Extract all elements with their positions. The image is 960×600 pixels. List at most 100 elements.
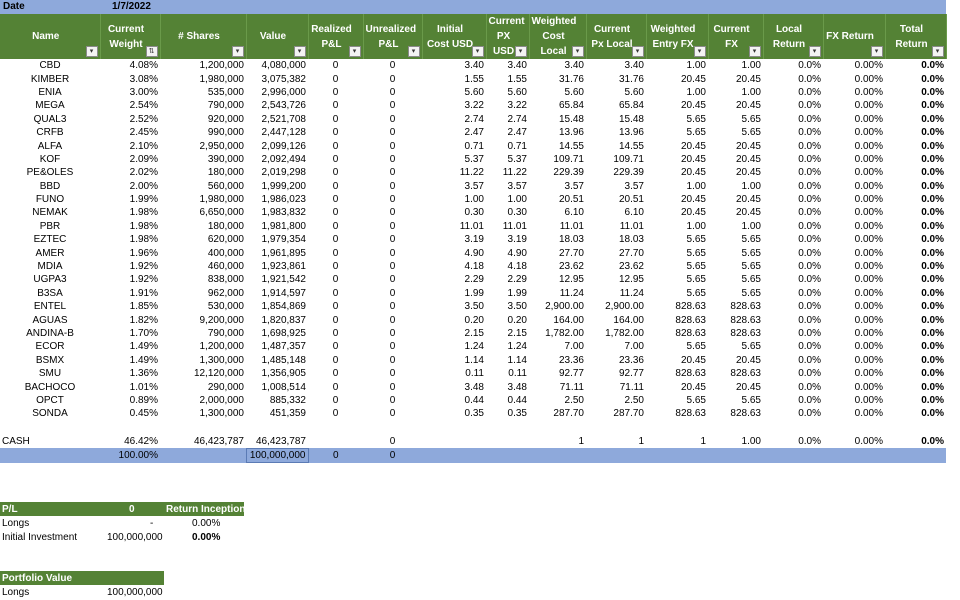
column-header-realized-pl[interactable]: Realized P&L ▾ [308, 14, 364, 59]
cell-shares[interactable]: 790,000 [207, 328, 244, 339]
cell-current-fx[interactable]: 828.63 [730, 314, 761, 326]
cell-shares[interactable]: 790,000 [207, 100, 244, 112]
cell-initial-cost-usd[interactable]: 2.15 [464, 328, 484, 339]
cell-current-px-local[interactable]: 7.00 [624, 341, 644, 353]
cell-weighted-entry-fx[interactable]: 20.45 [680, 100, 706, 112]
cell-local-return[interactable]: 0.0% [798, 381, 821, 393]
cell-fx-return[interactable]: 0.00% [854, 381, 883, 393]
cell-current-px-local[interactable]: 15.48 [618, 113, 644, 125]
cell-value[interactable]: 1,986,023 [261, 194, 307, 206]
cell-shares[interactable]: 1,300,000 [199, 354, 245, 366]
cell-current-px-usd[interactable]: 0.30 [507, 207, 527, 219]
cell-current-weight[interactable]: 1.98% [129, 220, 158, 232]
cell-name[interactable]: CBD [39, 60, 61, 72]
cell-current-fx[interactable]: 5.65 [741, 127, 761, 139]
initial-investment-value[interactable]: 100,000,000 [107, 532, 163, 543]
cell-weighted-cost-local[interactable]: 6.10 [564, 207, 584, 219]
cell-weighted-cost-local[interactable]: 7.00 [564, 341, 584, 353]
cell-current-fx[interactable]: 828.63 [730, 301, 761, 313]
cell-unrealized-pl[interactable]: 0 [389, 167, 396, 179]
cell-realized-pl[interactable]: 0 [332, 100, 339, 112]
cell-current-weight[interactable]: 1.70% [129, 328, 158, 339]
cell-current-fx[interactable]: 20.45 [735, 153, 761, 165]
cell-fx-return[interactable]: 0.00% [854, 301, 883, 313]
cell-name[interactable]: UGPA3 [33, 274, 67, 286]
cell-current-fx[interactable]: 20.45 [735, 207, 761, 219]
cell-weighted-entry-fx[interactable]: 828.63 [675, 301, 706, 313]
cell-current-weight[interactable]: 1.91% [129, 287, 158, 299]
cell-current-fx[interactable]: 20.45 [735, 73, 761, 85]
cell-fx-return[interactable]: 0.00% [854, 60, 883, 72]
dropdown-arrow-icon[interactable]: ▾ [85, 46, 98, 57]
cell-realized-pl[interactable]: 0 [332, 247, 339, 259]
cell-fx-return[interactable]: 0.00% [854, 113, 883, 125]
cell-weighted-cost-local[interactable]: 3.40 [564, 60, 584, 72]
cell-current-px-local[interactable]: 23.36 [618, 354, 644, 366]
cell-current-fx[interactable]: 5.65 [741, 113, 761, 125]
cell-fx-return[interactable]: 0.00% [854, 127, 883, 139]
cell-current-px-usd[interactable] [486, 435, 529, 449]
cell-value[interactable]: 3,075,382 [261, 73, 307, 85]
cell-initial-cost-usd[interactable]: 3.22 [464, 100, 484, 112]
cell-realized-pl[interactable]: 0 [332, 220, 339, 232]
cell-realized-pl[interactable]: 0 [332, 73, 339, 85]
cell-weighted-cost-local[interactable]: 109.71 [553, 153, 584, 165]
cell-unrealized-pl[interactable]: 0 [389, 73, 396, 85]
cell-realized-pl[interactable]: 0 [332, 301, 339, 313]
cell-name[interactable]: FUNO [35, 194, 65, 206]
cell-weighted-entry-fx[interactable]: 20.45 [680, 354, 706, 366]
cell-current-weight[interactable]: 4.08% [129, 60, 158, 72]
cell-value[interactable]: 1,979,354 [261, 234, 307, 246]
cell-realized-pl[interactable]: 0 [332, 194, 339, 206]
cell-value[interactable]: 1,923,861 [261, 261, 307, 273]
cell-realized-pl[interactable]: 0 [332, 261, 339, 273]
cell-initial-cost-usd[interactable]: 5.60 [464, 86, 484, 98]
cell-current-px-local[interactable]: 2,900.00 [605, 301, 644, 313]
cell-weighted-entry-fx[interactable]: 20.45 [680, 73, 706, 85]
cell-current-px-usd[interactable]: 1.55 [507, 73, 527, 85]
cell-realized-pl[interactable]: 0 [332, 354, 339, 366]
cell-local-return[interactable]: 0.0% [798, 220, 821, 232]
cell-initial-cost-usd[interactable]: 0.11 [465, 368, 484, 380]
cell-weighted-cost-local[interactable]: 13.96 [558, 127, 584, 139]
cell-name[interactable]: CRFB [36, 127, 64, 139]
cell-shares[interactable] [160, 448, 246, 463]
cell-current-px-usd[interactable]: 3.22 [507, 100, 527, 112]
cell-unrealized-pl[interactable]: 0 [389, 435, 396, 447]
cell-unrealized-pl[interactable]: 0 [389, 86, 396, 98]
cell-fx-return[interactable]: 0.00% [854, 368, 883, 380]
cell-total-return[interactable]: 0.0% [921, 167, 944, 179]
cell-fx-return[interactable]: 0.00% [854, 234, 883, 246]
cell-shares[interactable]: 12,120,000 [193, 368, 244, 380]
dropdown-arrow-icon[interactable]: ▾ [631, 46, 644, 57]
cell-local-return[interactable]: 0.0% [798, 153, 821, 165]
cell-local-return[interactable]: 0.0% [798, 73, 821, 85]
cell-current-px-usd[interactable]: 11.01 [502, 220, 527, 232]
cell-weighted-entry-fx[interactable]: 5.65 [686, 127, 706, 139]
cell-local-return[interactable]: 0.0% [798, 261, 821, 273]
cell-weighted-cost-local[interactable]: 1 [578, 435, 584, 447]
cell-fx-return[interactable]: 0.00% [854, 408, 883, 420]
cell-unrealized-pl[interactable]: 0 [389, 261, 396, 273]
cell-weighted-entry-fx[interactable]: 20.45 [680, 167, 706, 179]
cell-weighted-cost-local[interactable]: 5.60 [564, 86, 584, 98]
cell-fx-return[interactable]: 0.00% [854, 220, 883, 232]
cell-value[interactable]: 100,000,000 [245, 447, 309, 464]
cell-weighted-entry-fx[interactable]: 20.45 [680, 153, 706, 165]
cell-current-px-local[interactable]: 287.70 [613, 408, 644, 420]
cell-realized-pl[interactable]: 0 [332, 314, 339, 326]
cell-realized-pl[interactable]: 0 [332, 328, 339, 339]
cell-fx-return[interactable]: 0.00% [854, 86, 883, 98]
cell-current-weight[interactable]: 3.08% [129, 73, 158, 85]
cell-value[interactable]: 4,080,000 [261, 60, 307, 72]
cell-current-px-local[interactable]: 164.00 [613, 314, 644, 326]
cell-total-return[interactable]: 0.0% [921, 86, 944, 98]
cell-current-px-usd[interactable]: 5.60 [507, 86, 527, 98]
cell-current-fx[interactable]: 5.65 [741, 394, 761, 406]
cell-current-fx[interactable]: 5.65 [741, 274, 761, 286]
cell-unrealized-pl[interactable]: 0 [389, 100, 396, 112]
cell-current-px-local[interactable]: 229.39 [613, 167, 644, 179]
cell-weighted-entry-fx[interactable]: 5.65 [686, 261, 706, 273]
dropdown-arrow-icon[interactable]: ▾ [693, 46, 706, 57]
cell-current-fx[interactable]: 20.45 [735, 194, 761, 206]
